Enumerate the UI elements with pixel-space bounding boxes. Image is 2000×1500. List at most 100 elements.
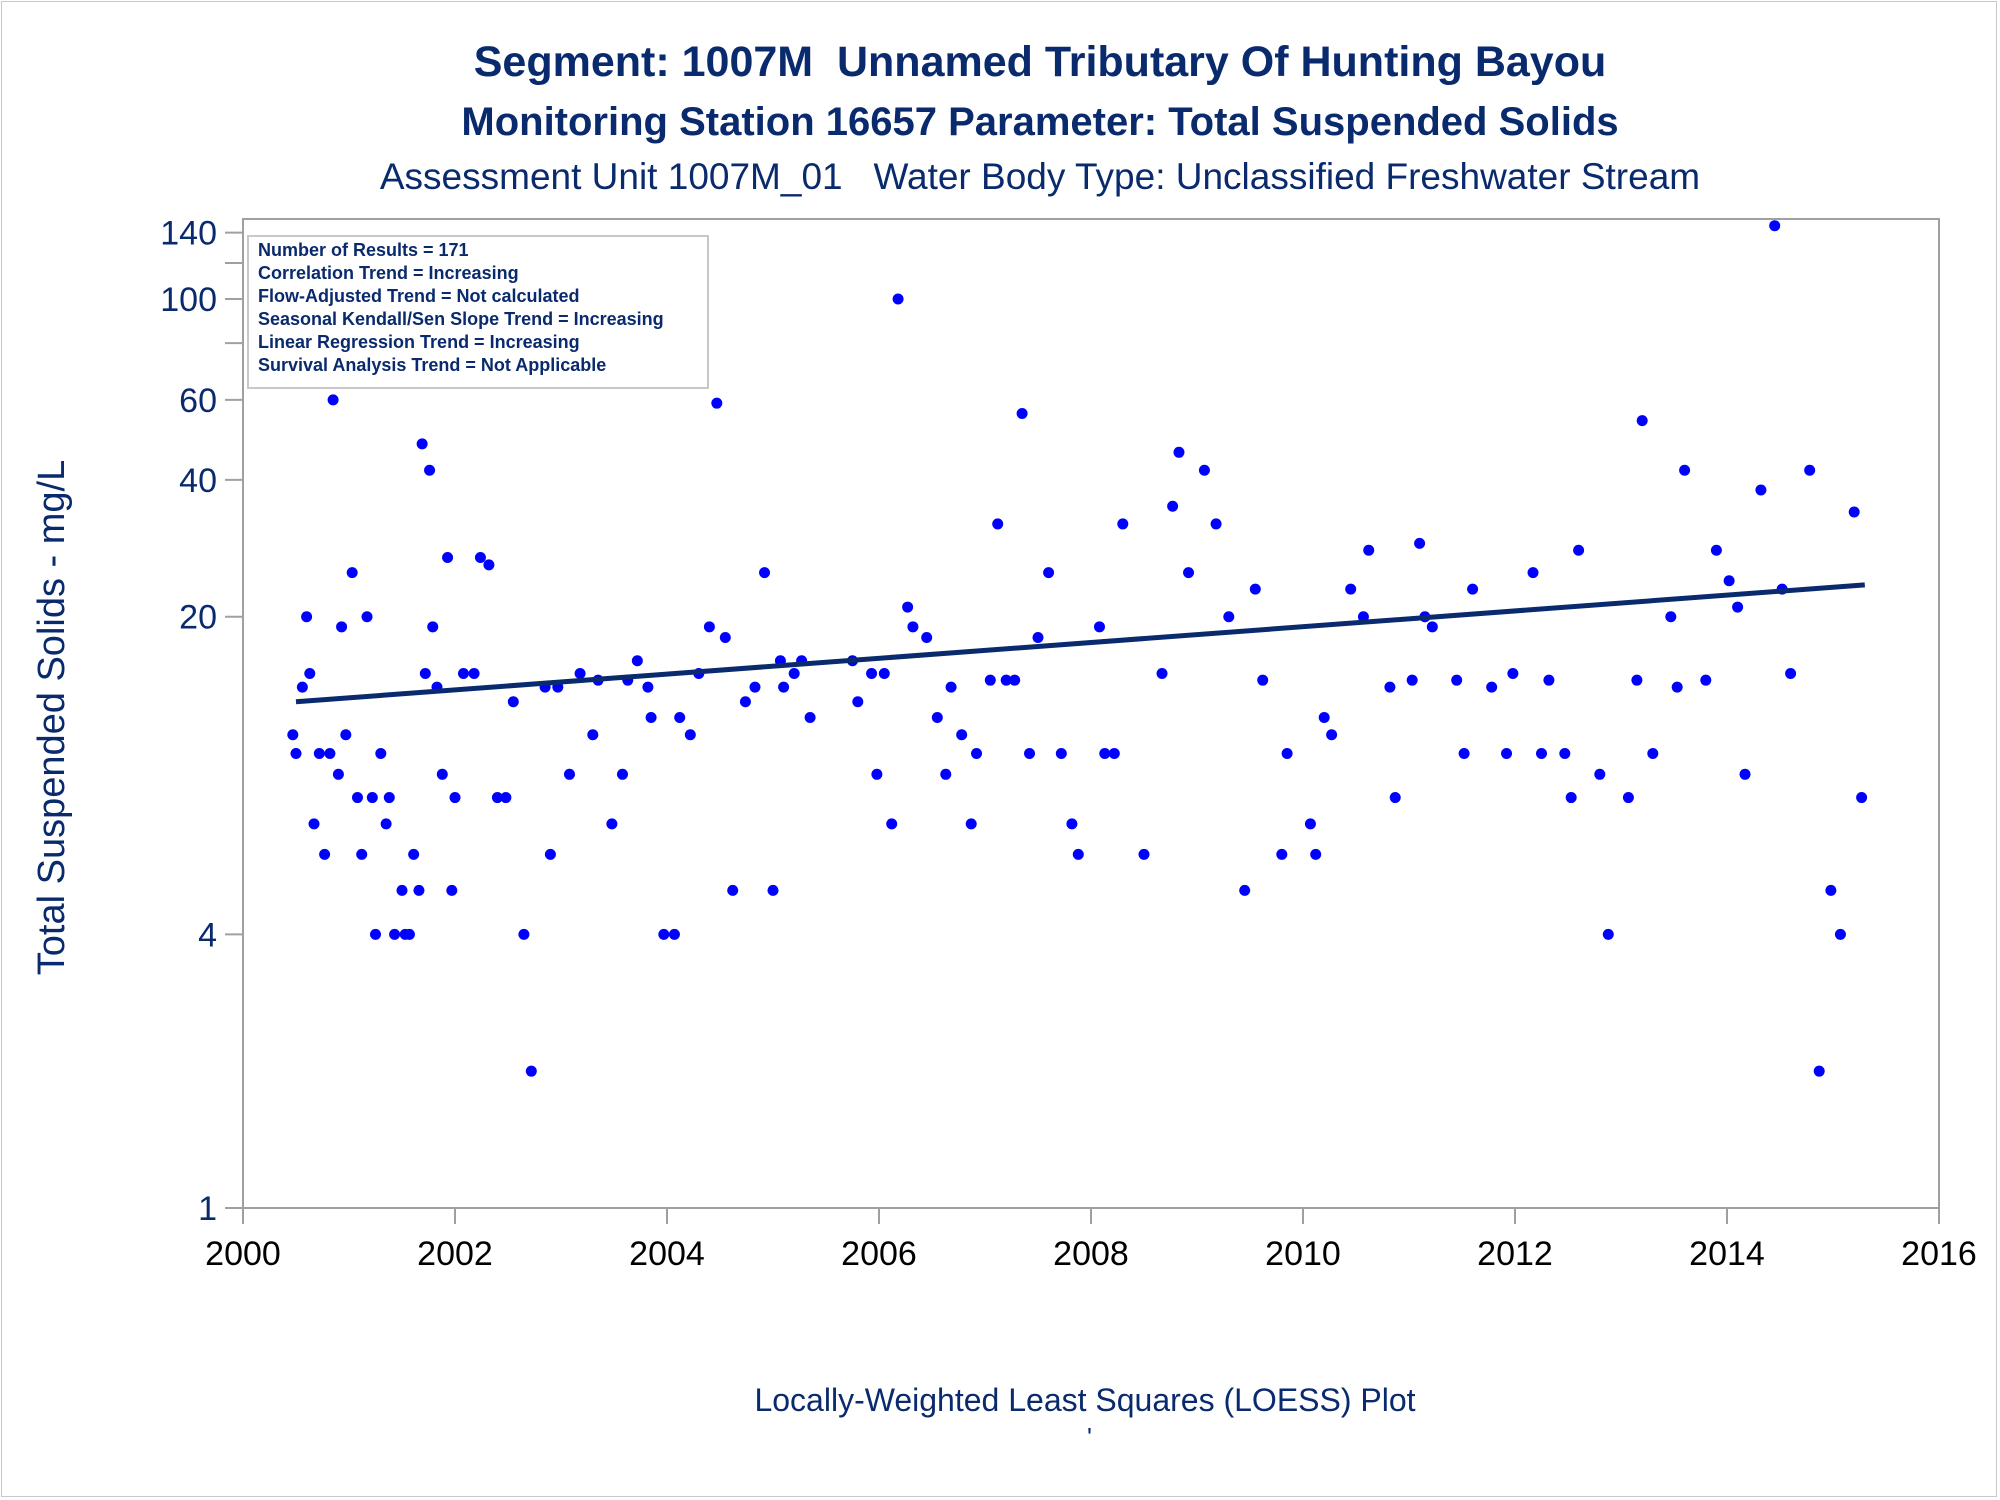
data-point bbox=[804, 712, 816, 724]
data-point bbox=[427, 621, 439, 633]
legend-line: Number of Results = 171 bbox=[258, 240, 469, 260]
data-point bbox=[446, 884, 458, 896]
data-point bbox=[313, 748, 325, 760]
data-point bbox=[1310, 848, 1322, 860]
data-point bbox=[518, 928, 530, 940]
data-point bbox=[296, 681, 308, 693]
data-point bbox=[866, 667, 878, 679]
data-point bbox=[1804, 464, 1816, 476]
data-point bbox=[1825, 884, 1837, 896]
y-tick-label: 1 bbox=[198, 1190, 217, 1228]
data-point bbox=[1032, 631, 1044, 643]
data-point bbox=[1723, 575, 1735, 587]
x-tick-label: 2016 bbox=[1901, 1235, 1977, 1273]
data-point bbox=[449, 792, 461, 804]
data-point bbox=[308, 818, 320, 830]
plot-footnote: Locally-Weighted Least Squares (LOESS) P… bbox=[754, 1382, 1416, 1418]
legend-line: Linear Regression Trend = Increasing bbox=[258, 332, 580, 352]
data-point bbox=[468, 667, 480, 679]
data-point bbox=[1813, 1065, 1825, 1077]
data-point bbox=[956, 729, 968, 741]
data-point bbox=[327, 394, 339, 406]
x-tick-label: 2004 bbox=[629, 1235, 705, 1273]
data-point bbox=[1414, 537, 1426, 549]
data-point bbox=[1527, 567, 1539, 579]
data-point bbox=[871, 768, 883, 780]
data-point bbox=[1647, 748, 1659, 760]
data-point bbox=[1198, 464, 1210, 476]
legend-line: Flow-Adjusted Trend = Not calculated bbox=[258, 286, 580, 306]
y-tick-label: 40 bbox=[179, 462, 217, 500]
data-point bbox=[1769, 220, 1781, 232]
chart-title: Segment: 1007M Unnamed Tributary Of Hunt… bbox=[473, 38, 1607, 86]
data-point bbox=[1249, 583, 1261, 595]
data-point bbox=[1066, 818, 1078, 830]
data-point bbox=[413, 884, 425, 896]
data-point bbox=[301, 611, 313, 623]
data-point bbox=[304, 667, 316, 679]
data-point bbox=[1559, 748, 1571, 760]
data-point bbox=[1257, 674, 1269, 686]
data-point bbox=[1043, 567, 1055, 579]
legend-line: Correlation Trend = Increasing bbox=[258, 263, 519, 283]
data-point bbox=[1467, 583, 1479, 595]
stats-legend-box: Number of Results = 171 Correlation Trend… bbox=[247, 235, 709, 389]
data-point bbox=[992, 518, 1004, 530]
data-point bbox=[1099, 748, 1111, 760]
data-point bbox=[1573, 544, 1585, 556]
data-point bbox=[419, 667, 431, 679]
data-point bbox=[1710, 544, 1722, 556]
data-point bbox=[1093, 621, 1105, 633]
data-point bbox=[1055, 748, 1067, 760]
data-point bbox=[1848, 506, 1860, 518]
data-point bbox=[346, 567, 358, 579]
data-point bbox=[645, 712, 657, 724]
data-point bbox=[658, 928, 670, 940]
y-tick-label: 100 bbox=[160, 281, 217, 319]
data-point bbox=[749, 681, 761, 693]
data-point bbox=[684, 729, 696, 741]
data-point bbox=[1536, 748, 1547, 760]
data-point bbox=[878, 667, 890, 679]
data-point bbox=[1318, 712, 1330, 724]
data-point bbox=[1451, 674, 1463, 686]
data-point bbox=[1239, 884, 1251, 896]
data-point bbox=[1009, 674, 1021, 686]
data-point bbox=[1108, 748, 1120, 760]
data-point bbox=[563, 768, 575, 780]
data-point bbox=[631, 655, 643, 667]
data-point bbox=[940, 768, 952, 780]
x-axis: 2000 2002 2004 2006 2008 2010 2012 2014 2016 bbox=[205, 1208, 1977, 1273]
y-axis-label: Total Suspended Solids - mg/L bbox=[31, 460, 73, 975]
data-point bbox=[1406, 674, 1418, 686]
data-point bbox=[1345, 583, 1357, 595]
data-point bbox=[668, 928, 680, 940]
data-point bbox=[1739, 768, 1751, 780]
data-point bbox=[1700, 674, 1712, 686]
data-point bbox=[778, 681, 790, 693]
data-point bbox=[1326, 729, 1338, 741]
data-point bbox=[1565, 792, 1577, 804]
data-point bbox=[332, 768, 344, 780]
x-tick-label: 2008 bbox=[1053, 1235, 1129, 1273]
data-point bbox=[1167, 500, 1179, 512]
data-point bbox=[606, 818, 618, 830]
data-point bbox=[370, 928, 381, 940]
data-point bbox=[788, 667, 800, 679]
x-tick-label: 2010 bbox=[1265, 1235, 1341, 1273]
data-point bbox=[1281, 748, 1293, 760]
y-axis: 1 4 20 40 60 100 140 bbox=[160, 215, 243, 1228]
data-point bbox=[1156, 667, 1168, 679]
data-point bbox=[1276, 848, 1288, 860]
data-point bbox=[1024, 748, 1036, 760]
data-point bbox=[767, 884, 779, 896]
data-point bbox=[759, 567, 771, 579]
data-point bbox=[921, 631, 933, 643]
data-point bbox=[1389, 792, 1401, 804]
x-tick-label: 2002 bbox=[417, 1235, 493, 1273]
data-point bbox=[500, 792, 512, 804]
loess-trend-line bbox=[295, 582, 1865, 705]
data-point bbox=[336, 621, 348, 633]
data-point bbox=[1543, 674, 1555, 686]
